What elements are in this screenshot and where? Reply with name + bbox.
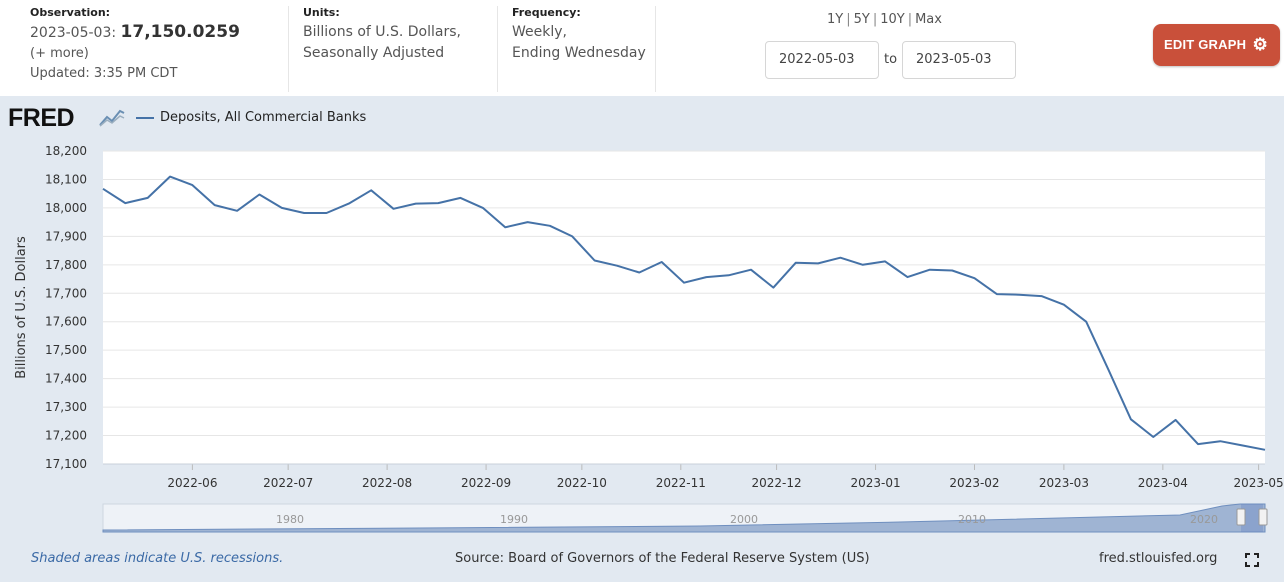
- y-tick-label: 18,000: [45, 201, 87, 215]
- x-tick-label: 2023-02: [949, 476, 999, 490]
- range-10y-link[interactable]: 10Y: [880, 12, 905, 27]
- series-info-bar: Observation: 2023-05-03: 17,150.0259 (+ …: [0, 0, 1284, 96]
- gear-icon: ⚙: [1252, 35, 1268, 54]
- fred-chart-icon: [99, 109, 125, 127]
- x-tick-label: 2022-10: [557, 476, 607, 490]
- y-tick-label: 18,100: [45, 172, 87, 186]
- navigator-handle[interactable]: [1258, 508, 1268, 526]
- y-tick-label: 18,200: [45, 144, 87, 158]
- x-tick-label: 2022-11: [656, 476, 706, 490]
- legend-swatch: [136, 116, 154, 119]
- navigator-year-label: 2010: [958, 513, 986, 526]
- observation-value: 17,150.0259: [120, 22, 240, 42]
- navigator-year-label: 2000: [730, 513, 758, 526]
- navigator-handle[interactable]: [1236, 508, 1246, 526]
- chart-svg: 17,100 17,200 17,300 17,400 17,500 17,600 17,7…: [14, 144, 1284, 533]
- frequency-block: Frequency: Weekly, Ending Wednesday: [497, 6, 646, 92]
- more-observations-link[interactable]: (+ more): [30, 46, 89, 61]
- series-line: [102, 175, 1266, 451]
- navigator-area: [102, 503, 1266, 533]
- range-5y-link[interactable]: 5Y: [853, 12, 870, 27]
- x-tick-label: 2022-08: [362, 476, 412, 490]
- plot-area: [103, 151, 1265, 464]
- units-heading: Units:: [303, 6, 340, 19]
- fullscreen-icon[interactable]: [1245, 553, 1259, 567]
- range-links: 1Y | 5Y | 10Y | Max: [827, 12, 942, 27]
- x-tick-label: 2023-03: [1039, 476, 1089, 490]
- end-date-input[interactable]: 2023-05-03: [902, 41, 1016, 79]
- x-tick-label: 2022-09: [461, 476, 511, 490]
- observation-heading: Observation:: [30, 6, 111, 19]
- x-tick-label: 2023-05: [1234, 476, 1284, 490]
- date-range-to-label: to: [884, 52, 898, 67]
- legend-series-name: Deposits, All Commercial Banks: [160, 110, 367, 125]
- y-tick-label: 17,500: [45, 343, 87, 357]
- frequency-heading: Frequency:: [512, 6, 581, 19]
- y-tick-label: 17,600: [45, 315, 87, 329]
- observation-block: Observation: 2023-05-03: 17,150.0259 (+ …: [30, 6, 240, 84]
- frequency-line-2: Ending Wednesday: [512, 45, 646, 61]
- x-tick-label: 2023-01: [850, 476, 900, 490]
- y-tick-label: 17,800: [45, 258, 87, 272]
- navigator-year-label: 1980: [276, 513, 304, 526]
- y-tick-label: 17,400: [45, 372, 87, 386]
- units-line-2: Seasonally Adjusted: [303, 45, 445, 61]
- navigator-year-label: 1990: [500, 513, 528, 526]
- start-date-input[interactable]: 2022-05-03: [765, 41, 879, 79]
- units-block: Units: Billions of U.S. Dollars, Seasona…: [288, 6, 461, 92]
- divider: [655, 6, 656, 92]
- range-max-link[interactable]: Max: [915, 12, 942, 27]
- site-link[interactable]: fred.stlouisfed.org: [1099, 551, 1218, 566]
- range-1y-link[interactable]: 1Y: [827, 12, 844, 27]
- observation-date: 2023-05-03:: [30, 25, 117, 41]
- edit-graph-button[interactable]: EDIT GRAPH ⚙: [1153, 24, 1280, 66]
- observation-line: 2023-05-03: 17,150.0259: [30, 22, 240, 44]
- recession-note: Shaded areas indicate U.S. recessions.: [31, 551, 284, 566]
- navigator-selection: [1241, 504, 1263, 532]
- source-text: Source: Board of Governors of the Federa…: [455, 551, 870, 566]
- y-tick-label: 17,200: [45, 429, 87, 443]
- frequency-line-1: Weekly,: [512, 24, 567, 40]
- y-axis-title: Billions of U.S. Dollars: [14, 236, 29, 379]
- y-tick-label: 17,100: [45, 457, 87, 471]
- units-line-1: Billions of U.S. Dollars,: [303, 24, 461, 40]
- chart-panel: 17,100 17,200 17,300 17,400 17,500 17,600 17,7…: [0, 96, 1284, 582]
- edit-graph-label: EDIT GRAPH: [1164, 37, 1247, 52]
- x-tick-label: 2022-12: [752, 476, 802, 490]
- x-tick-label: 2022-07: [263, 476, 313, 490]
- y-tick-label: 17,900: [45, 229, 87, 243]
- y-tick-label: 17,300: [45, 400, 87, 414]
- x-tick-label: 2022-06: [167, 476, 217, 490]
- chart-legend: Deposits, All Commercial Banks: [136, 110, 366, 125]
- x-tick-label: 2023-04: [1138, 476, 1188, 490]
- updated-time: Updated: 3:35 PM CDT: [30, 66, 178, 81]
- navigator-year-label: 2020: [1190, 513, 1218, 526]
- fred-logo[interactable]: FRED: [8, 104, 75, 132]
- y-tick-label: 17,700: [45, 286, 87, 300]
